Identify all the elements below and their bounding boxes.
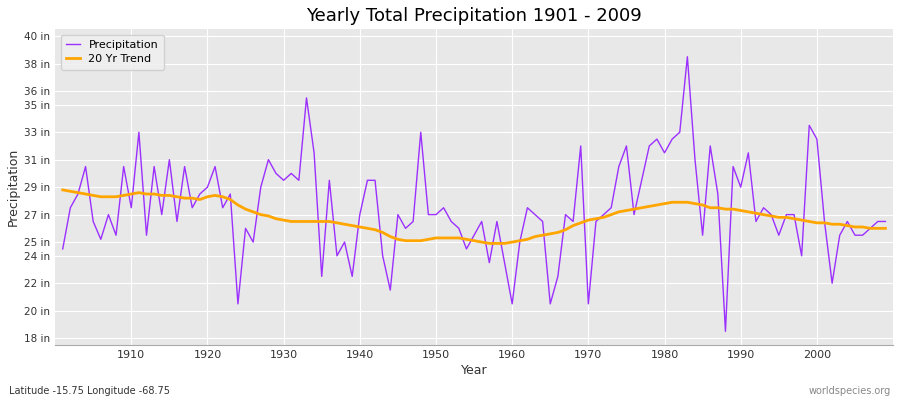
Precipitation	[331, 253, 342, 258]
Legend: Precipitation, 20 Yr Trend: Precipitation, 20 Yr Trend	[60, 35, 164, 70]
Precipitation	[880, 219, 891, 224]
20 Yr Trend	[286, 219, 297, 224]
20 Yr Trend	[515, 238, 526, 243]
20 Yr Trend	[484, 241, 495, 246]
20 Yr Trend	[606, 212, 616, 217]
Line: 20 Yr Trend: 20 Yr Trend	[63, 190, 886, 244]
Title: Yearly Total Precipitation 1901 - 2009: Yearly Total Precipitation 1901 - 2009	[306, 7, 642, 25]
X-axis label: Year: Year	[461, 364, 488, 377]
Line: Precipitation: Precipitation	[63, 57, 886, 331]
20 Yr Trend	[880, 226, 891, 231]
Precipitation	[507, 302, 517, 306]
Precipitation	[598, 212, 609, 217]
Precipitation	[720, 329, 731, 334]
20 Yr Trend	[58, 188, 68, 192]
20 Yr Trend	[331, 220, 342, 225]
20 Yr Trend	[118, 193, 129, 198]
20 Yr Trend	[507, 240, 517, 244]
Precipitation	[286, 171, 297, 176]
Y-axis label: Precipitation: Precipitation	[7, 148, 20, 226]
Precipitation	[58, 246, 68, 251]
Text: worldspecies.org: worldspecies.org	[809, 386, 891, 396]
Precipitation	[118, 164, 129, 169]
Precipitation	[500, 260, 510, 265]
Text: Latitude -15.75 Longitude -68.75: Latitude -15.75 Longitude -68.75	[9, 386, 170, 396]
Precipitation	[682, 54, 693, 59]
